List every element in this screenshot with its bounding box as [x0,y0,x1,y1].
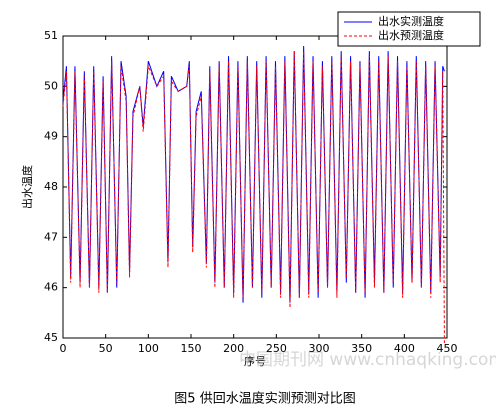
y-tick-label: 49 [44,130,58,143]
x-tick-label: 150 [181,342,202,355]
x-axis-label: 序号 [244,354,266,368]
y-tick-label: 45 [44,331,58,344]
x-tick-label: 50 [99,342,113,355]
x-tick-label: 450 [437,342,458,355]
watermark: 中国期刊网 www.cnhaqking.com [239,350,496,370]
legend-label: 出水预测温度 [378,28,444,42]
y-tick-label: 46 [44,281,58,294]
legend-label: 出水实测温度 [378,14,444,28]
caption: 图5 供回水温度实测预测对比图 [174,391,355,407]
x-tick-label: 400 [394,342,415,355]
legend [337,11,481,47]
x-tick-label: 100 [138,342,159,355]
x-tick-label: 300 [309,342,330,355]
x-tick-label: 0 [60,342,67,355]
x-tick-label: 350 [351,342,372,355]
y-axis-label: 出水温度 [20,165,34,209]
y-tick-label: 47 [44,230,58,243]
data-line [62,46,445,303]
y-tick-label: 51 [44,29,58,42]
x-tick-label: 200 [223,342,244,355]
y-tick-label: 50 [44,79,58,92]
y-tick-label: 48 [44,180,58,193]
x-tick-label: 250 [266,342,287,355]
data-line [62,51,445,344]
